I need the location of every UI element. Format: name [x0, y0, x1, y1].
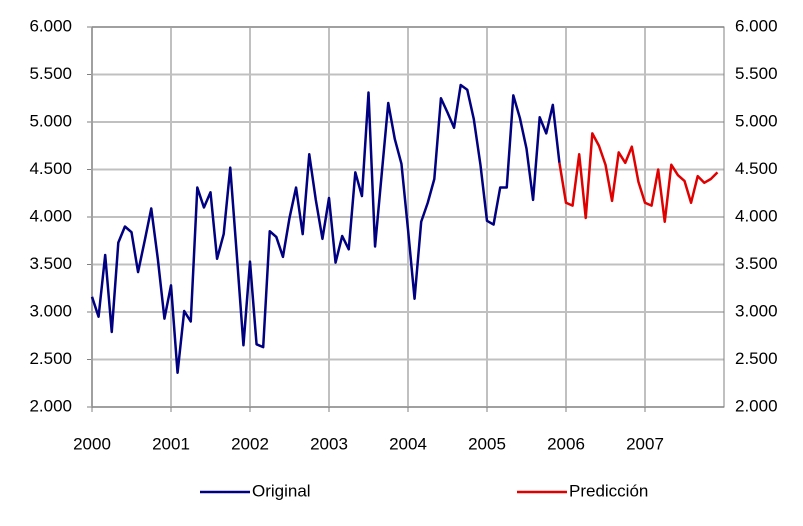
- plot-border: [91, 26, 725, 408]
- y-tick-label: 2.000: [29, 396, 72, 415]
- x-tick-label: 2007: [626, 434, 664, 453]
- series-line: [90, 83, 561, 375]
- y2-tick-label: 5.500: [735, 64, 778, 83]
- y-tick-label: 3.500: [29, 254, 72, 273]
- x-tick-label: 2000: [73, 434, 111, 453]
- y-tick-label: 2.500: [29, 349, 72, 368]
- y-tick-label: 6.000: [29, 16, 72, 35]
- x-tick-label: 2005: [468, 434, 506, 453]
- y-tick-label: 5.000: [29, 111, 72, 130]
- series-line: [558, 132, 719, 223]
- y2-tick-label: 2.000: [735, 396, 778, 415]
- y2-tick-label: 3.500: [735, 254, 778, 273]
- legend-label: Original: [252, 481, 311, 500]
- x-tick-label: 2004: [389, 434, 427, 453]
- x-tick-label: 2001: [152, 434, 190, 453]
- y2-tick-label: 6.000: [735, 16, 778, 35]
- y-tick-label: 4.500: [29, 159, 72, 178]
- y-tick-label: 5.500: [29, 64, 72, 83]
- legend-label: Predicción: [569, 481, 648, 500]
- y2-tick-label: 2.500: [735, 349, 778, 368]
- y2-tick-label: 5.000: [735, 111, 778, 130]
- y2-tick-label: 3.000: [735, 301, 778, 320]
- x-tick-label: 2006: [547, 434, 585, 453]
- y2-tick-label: 4.000: [735, 206, 778, 225]
- x-tick-label: 2002: [231, 434, 269, 453]
- y-tick-label: 4.000: [29, 206, 72, 225]
- x-tick-label: 2003: [310, 434, 348, 453]
- y-tick-label: 3.000: [29, 301, 72, 320]
- y2-tick-label: 4.500: [735, 159, 778, 178]
